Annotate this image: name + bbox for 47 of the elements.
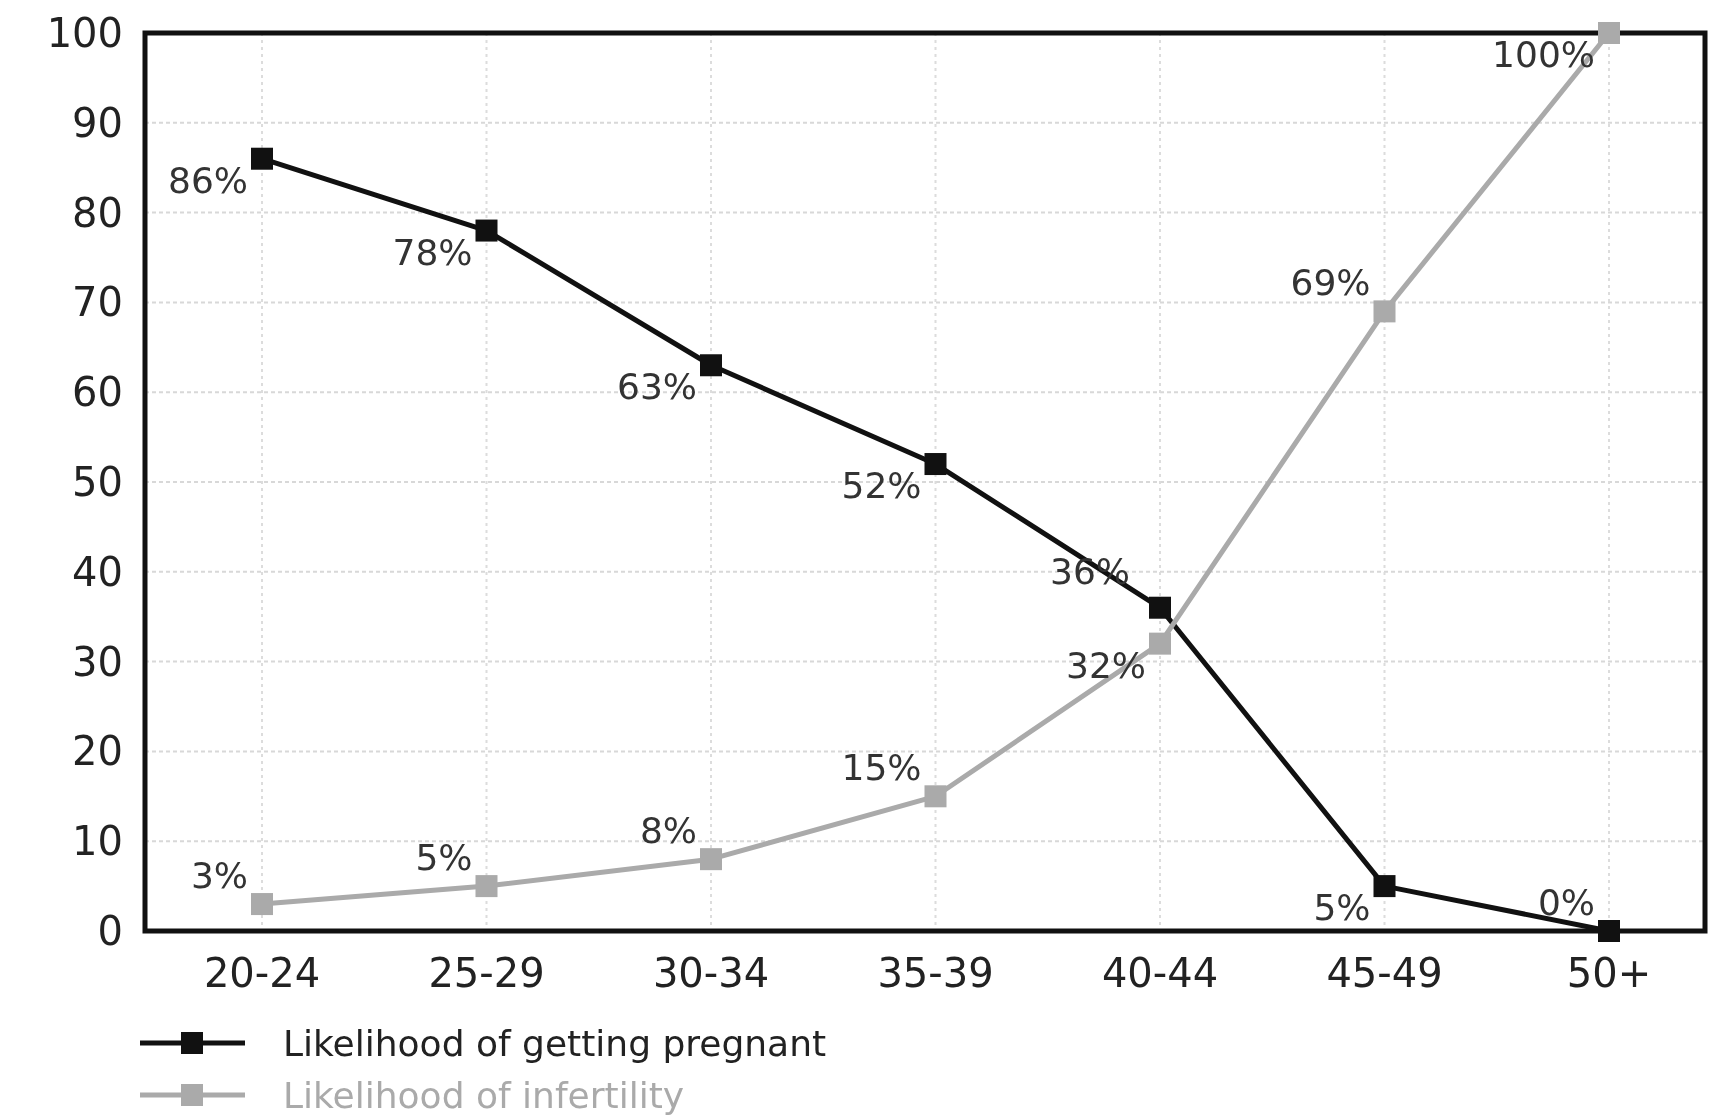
y-tick-label: 80: [72, 189, 123, 236]
y-tick-label: 40: [72, 548, 123, 595]
data-label: 86%: [167, 159, 248, 201]
y-tick-label: 50: [72, 459, 123, 505]
x-tick-label: 45-49: [1326, 950, 1443, 996]
y-tick-label: 70: [72, 279, 123, 326]
y-tick-label: 60: [72, 369, 123, 416]
x-tick-label: 40-44: [1101, 950, 1219, 996]
data-label: 5%: [415, 837, 473, 879]
point: [475, 875, 498, 898]
x-tick-label: 50+: [1566, 950, 1652, 996]
x-tick-label: 20-24: [203, 950, 321, 996]
data-label: 5%: [1313, 887, 1371, 929]
data-label: 15%: [841, 747, 922, 789]
y-tick-label: 10: [72, 818, 123, 865]
legend-label: Likelihood of infertility: [283, 1074, 685, 1116]
point: [251, 893, 273, 916]
data-label: 8%: [639, 810, 697, 852]
y-tick-label: 0: [97, 908, 123, 954]
y-tick-label: 100: [46, 10, 123, 56]
point: [1149, 632, 1171, 655]
data-label: 100%: [1492, 34, 1595, 75]
data-label: 69%: [1290, 262, 1371, 304]
point: [700, 848, 722, 871]
y-tick-label: 90: [72, 99, 123, 146]
y-tick-label: 20: [72, 728, 123, 775]
point: [1598, 920, 1620, 942]
point: [924, 785, 947, 808]
y-tick-label: 30: [72, 638, 123, 685]
point: [251, 147, 273, 170]
point: [1373, 300, 1396, 323]
data-label: 78%: [392, 231, 473, 273]
x-tick-label: 35-39: [877, 950, 994, 996]
x-tick-label: 25-29: [428, 950, 545, 996]
point: [1149, 596, 1171, 619]
point: [1598, 22, 1620, 44]
data-label: 0%: [1537, 882, 1595, 923]
data-label: 63%: [616, 366, 697, 408]
point: [475, 219, 498, 242]
data-label: 3%: [190, 855, 248, 897]
point: [700, 354, 722, 377]
legend-label: Likelihood of getting pregnant: [283, 1022, 827, 1064]
data-label: 52%: [841, 465, 922, 507]
data-label: 32%: [1065, 644, 1146, 686]
point: [924, 453, 947, 476]
x-tick-label: 30-34: [652, 950, 770, 996]
point: [1373, 875, 1396, 898]
